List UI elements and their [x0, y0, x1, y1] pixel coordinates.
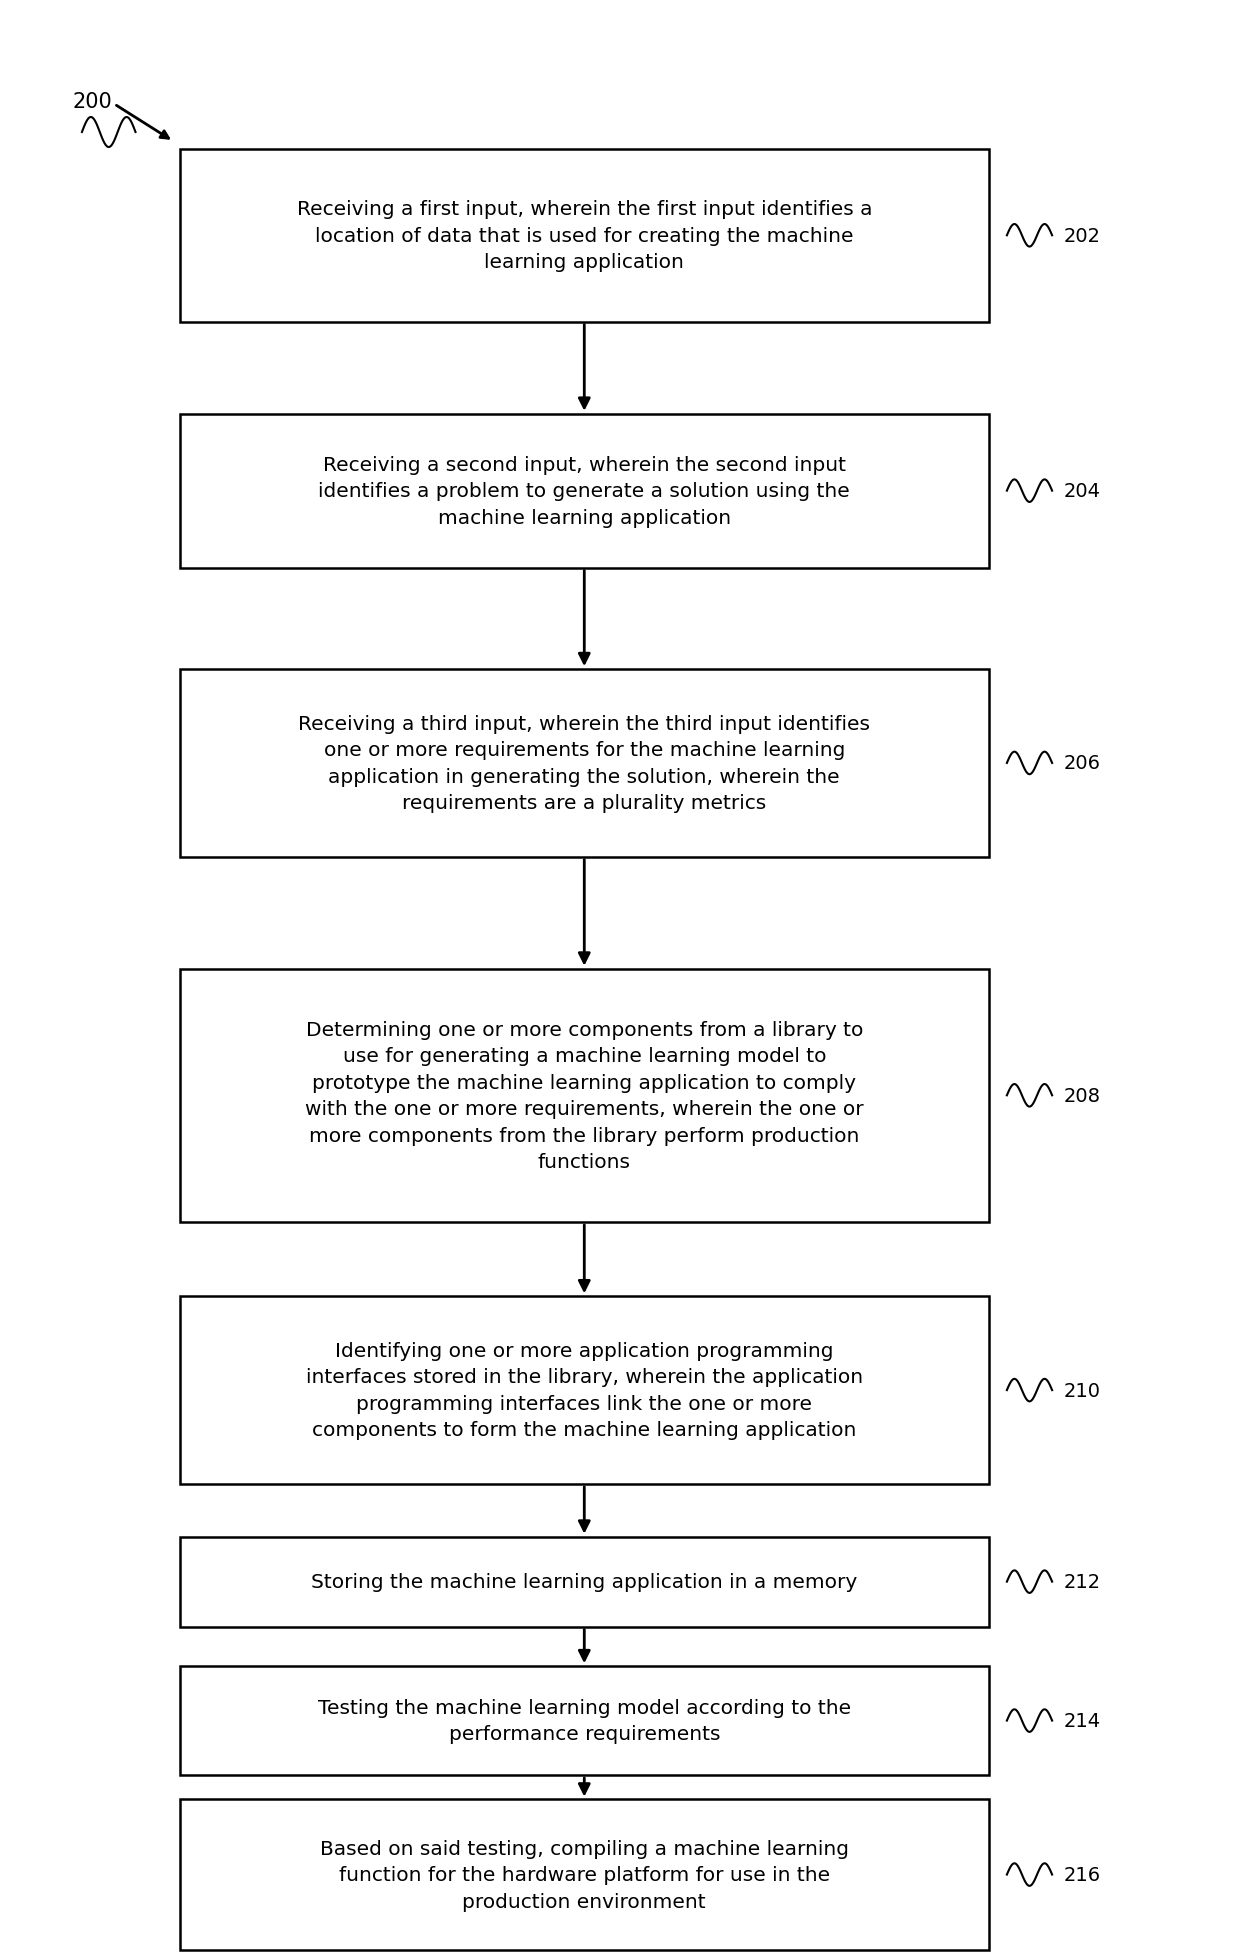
Text: 204: 204: [1064, 483, 1101, 500]
FancyBboxPatch shape: [180, 970, 990, 1222]
Text: Receiving a second input, wherein the second input
identifies a problem to gener: Receiving a second input, wherein the se…: [319, 456, 851, 528]
Text: Identifying one or more application programming
interfaces stored in the library: Identifying one or more application prog…: [306, 1341, 863, 1439]
FancyBboxPatch shape: [180, 151, 990, 323]
Text: 202: 202: [1064, 227, 1101, 246]
Text: 208: 208: [1064, 1087, 1101, 1105]
FancyBboxPatch shape: [180, 671, 990, 858]
FancyBboxPatch shape: [180, 1537, 990, 1627]
FancyBboxPatch shape: [180, 414, 990, 569]
Text: 210: 210: [1064, 1380, 1101, 1400]
Text: 200: 200: [72, 92, 112, 111]
FancyBboxPatch shape: [180, 1296, 990, 1484]
Text: Receiving a first input, wherein the first input identifies a
location of data t: Receiving a first input, wherein the fir…: [296, 199, 872, 272]
Text: 206: 206: [1064, 755, 1101, 772]
Text: Based on said testing, compiling a machine learning
function for the hardware pl: Based on said testing, compiling a machi…: [320, 1838, 849, 1910]
Text: 216: 216: [1064, 1865, 1101, 1885]
Text: 212: 212: [1064, 1572, 1101, 1591]
Text: Storing the machine learning application in a memory: Storing the machine learning application…: [311, 1572, 857, 1591]
Text: Receiving a third input, wherein the third input identifies
one or more requirem: Receiving a third input, wherein the thi…: [299, 714, 870, 813]
Text: Determining one or more components from a library to
use for generating a machin: Determining one or more components from …: [305, 1021, 863, 1171]
FancyBboxPatch shape: [180, 1799, 990, 1949]
FancyBboxPatch shape: [180, 1666, 990, 1775]
Text: 214: 214: [1064, 1711, 1101, 1730]
Text: Testing the machine learning model according to the
performance requirements: Testing the machine learning model accor…: [317, 1699, 851, 1744]
